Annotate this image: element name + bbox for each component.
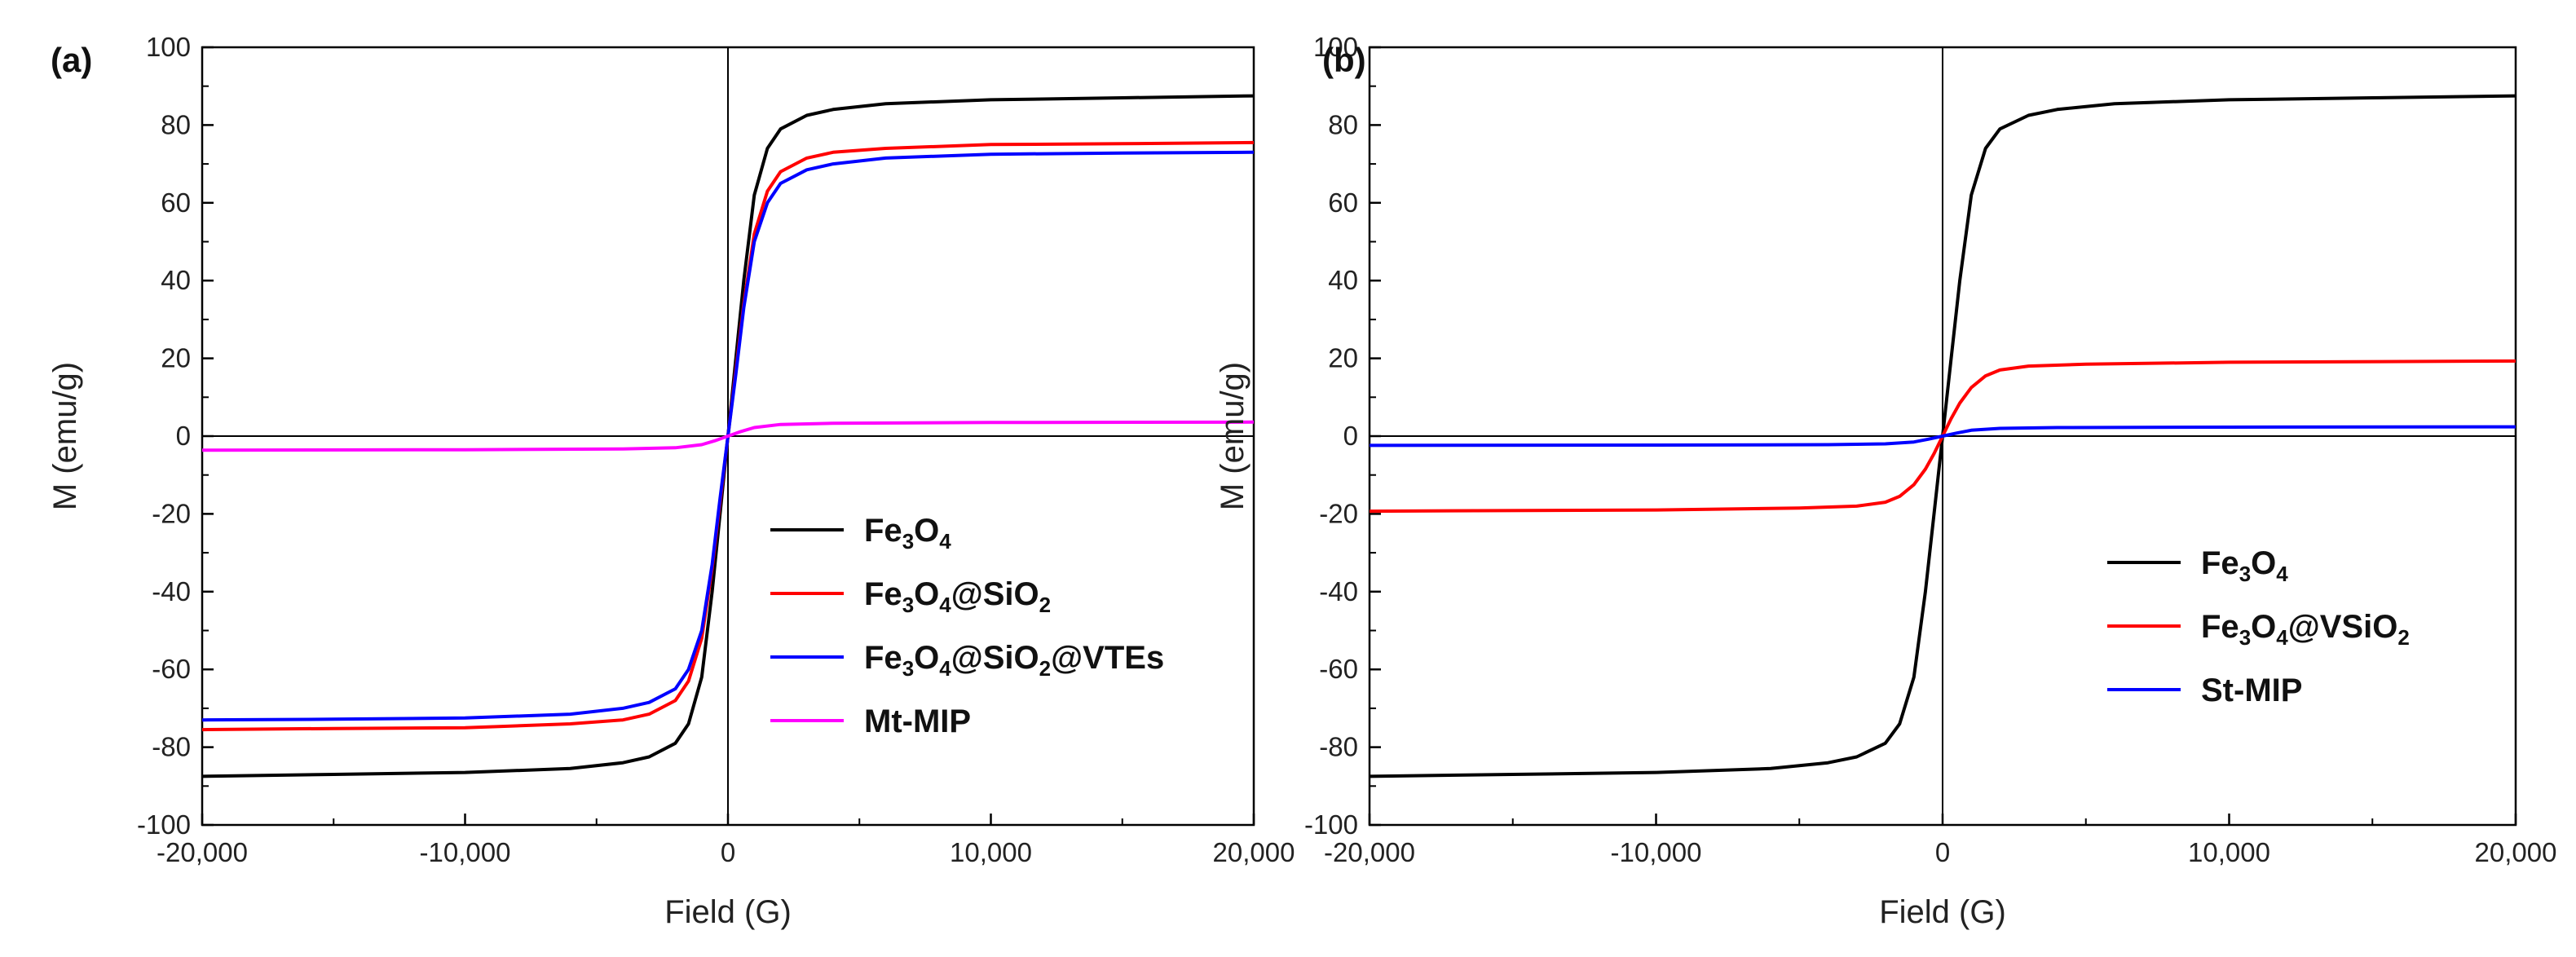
y-tick-label: 0 — [176, 421, 191, 451]
y-tick-label: 60 — [161, 187, 191, 218]
x-tick-label: 0 — [1935, 837, 1950, 867]
y-tick-label: 80 — [1328, 109, 1358, 139]
y-tick-label: -40 — [152, 576, 191, 606]
y-tick-label: -20 — [152, 498, 191, 528]
y-tick-label: 40 — [161, 265, 191, 295]
x-tick-label: -20,000 — [157, 837, 248, 867]
y-tick-label: 60 — [1328, 187, 1358, 218]
series-line-St-MIP — [1369, 425, 2516, 448]
y-tick-label: 100 — [146, 32, 191, 62]
x-axis-title: Field (G) — [664, 894, 792, 930]
y-tick-label: -80 — [152, 732, 191, 762]
y-tick-label: 80 — [161, 109, 191, 139]
legend-label-St-MIP: St-MIP — [2201, 673, 2302, 708]
chart-panel-1: -100 -80 -60 -40 -20 0 20 40 60 80 100 -20,000 -10,0… — [1215, 32, 2556, 930]
x-tick-label: -10,000 — [1611, 837, 1702, 867]
series-line-Mt-MIP — [201, 420, 1255, 452]
x-tick-label: 20,000 — [1213, 837, 1295, 867]
panel-label: (b) — [1322, 41, 1366, 79]
x-tick-label: 0 — [721, 837, 735, 867]
legend-label-Fe3O4@SiO2: Fe3O4@SiO2 — [864, 576, 1051, 617]
y-tick-label: -80 — [1319, 732, 1358, 762]
y-tick-label: 40 — [1328, 265, 1358, 295]
y-tick-label: 100 — [1313, 32, 1358, 62]
x-tick-label: -20,000 — [1324, 837, 1415, 867]
x-tick-label: 10,000 — [2188, 837, 2270, 867]
y-tick-label: -20 — [1319, 498, 1358, 528]
legend-label-Mt-MIP: Mt-MIP — [864, 703, 971, 739]
y-tick-label: -60 — [152, 654, 191, 684]
panel-label: (a) — [51, 41, 92, 79]
x-tick-label: 20,000 — [2475, 837, 2557, 867]
legend-label-Fe3O4@SiO2@VTEs: Fe3O4@SiO2@VTEs — [864, 640, 1164, 681]
y-tick-label: 20 — [161, 343, 191, 373]
y-tick-label: 0 — [1343, 421, 1358, 451]
y-tick-label: -100 — [1304, 809, 1358, 840]
y-tick-label: 20 — [1328, 343, 1358, 373]
chart-panel-0: -100 -80 -60 -40 -20 0 20 40 60 80 100 -20,000 -10,0… — [47, 32, 1295, 930]
x-tick-label: 10,000 — [950, 837, 1032, 867]
y-tick-label: -60 — [1319, 654, 1358, 684]
y-axis-title: M (emu/g) — [1215, 362, 1251, 510]
legend-label-Fe3O4: Fe3O4 — [864, 513, 951, 553]
y-axis-title: M (emu/g) — [47, 362, 83, 510]
legend-label-Fe3O4: Fe3O4 — [2201, 545, 2288, 586]
x-tick-label: -10,000 — [420, 837, 511, 867]
legend-label-Fe3O4@VSiO2: Fe3O4@VSiO2 — [2201, 609, 2410, 650]
x-axis-title: Field (G) — [1879, 894, 2006, 930]
y-tick-label: -100 — [137, 809, 191, 840]
y-tick-label: -40 — [1319, 576, 1358, 606]
